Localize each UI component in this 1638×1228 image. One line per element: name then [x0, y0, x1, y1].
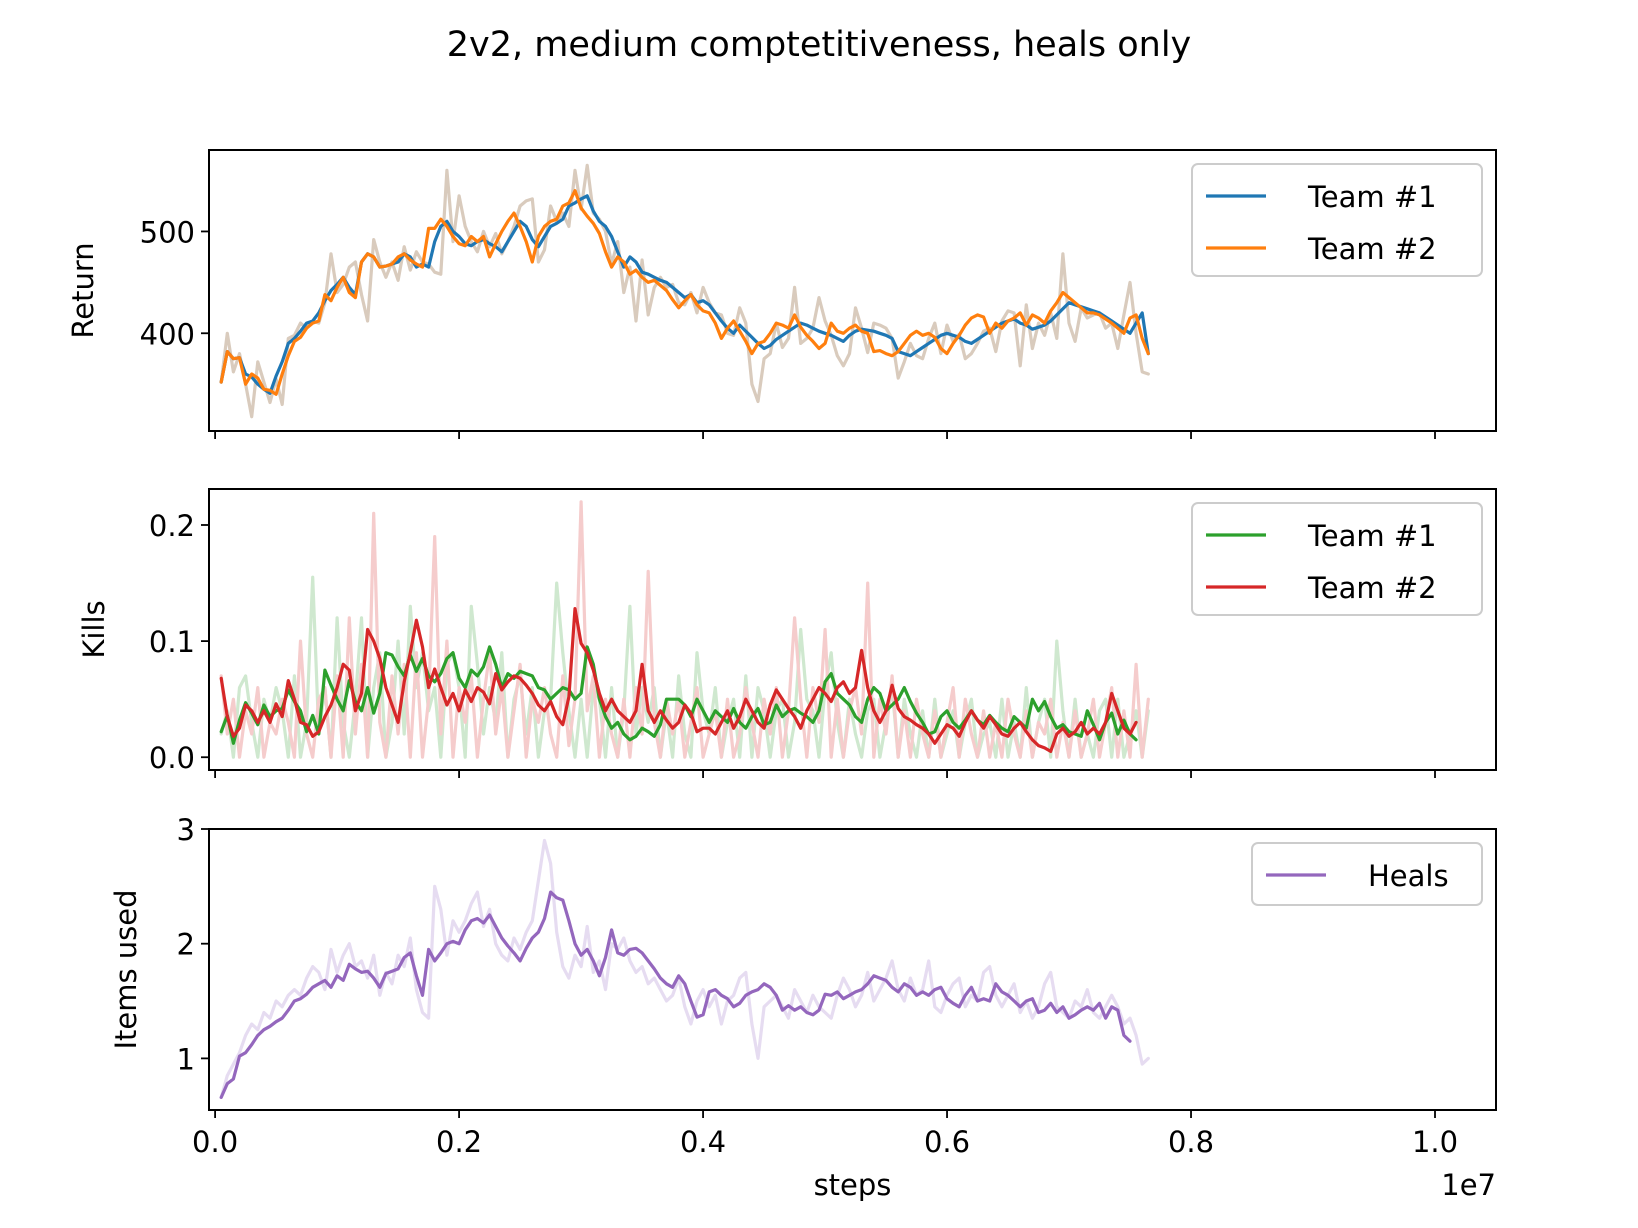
xtick-label: 0.2: [436, 1125, 482, 1159]
return-legend-label: Team #2: [1307, 232, 1437, 266]
return-plot-area: [219, 163, 1150, 419]
kills-ytick-label: 0.1: [149, 625, 195, 659]
items-legend-label: Heals: [1368, 859, 1449, 893]
kills-ylabel: Kills: [77, 600, 111, 658]
x-axis-label: steps: [814, 1168, 892, 1202]
xtick-label: 0.8: [1168, 1125, 1214, 1159]
kills-plot-area: [219, 500, 1150, 759]
kills-series-line-team-1: [219, 645, 1138, 745]
return-ytick-label: 500: [140, 215, 195, 249]
items-ytick-label: 3: [177, 813, 195, 847]
xtick-label: 0.6: [924, 1125, 970, 1159]
kills-raw-line-1: [219, 500, 1150, 759]
items-legend: Heals: [1251, 842, 1483, 906]
xtick-label: 0.0: [192, 1125, 238, 1159]
kills-ytick-label: 0.0: [149, 741, 195, 775]
return-panel: 400 500 Return Team #1 Team #2: [66, 149, 1497, 439]
xtick-label: 1.0: [1412, 1125, 1458, 1159]
items-plot-area: [219, 838, 1150, 1099]
kills-ytick-label: 0.2: [149, 509, 195, 543]
kills-legend: Team #1 Team #2: [1191, 502, 1483, 616]
return-raw-line-0: [219, 163, 1150, 419]
items-ytick-label: 2: [177, 928, 195, 962]
kills-panel: 0.0 0.1 0.2 Kills Team #1 Team #2: [77, 488, 1497, 778]
kills-axes-frame: [208, 488, 1497, 771]
items-ytick-label: 1: [177, 1042, 195, 1076]
kills-legend-label: Team #2: [1307, 571, 1437, 605]
return-ylabel: Return: [66, 242, 100, 338]
x-offset-label: 1e7: [1441, 1168, 1496, 1202]
items-panel: 1 2 3 0.0 0.2 0.4 0.6 0.8 1.0 Items used steps 1e7 H…: [109, 813, 1497, 1202]
kills-series-line-team-2: [219, 607, 1138, 753]
kills-raw-line-0: [219, 575, 1150, 759]
items-axes-frame: [208, 828, 1497, 1111]
return-legend-label: Team #1: [1307, 180, 1437, 214]
items-series-line-heals: [219, 890, 1132, 1099]
return-series-line-team-2: [219, 189, 1150, 396]
xtick-label: 0.4: [680, 1125, 726, 1159]
figure-title: 2v2, medium comptetitiveness, heals only: [447, 25, 1192, 65]
kills-legend-label: Team #1: [1307, 519, 1437, 553]
return-legend: Team #1 Team #2: [1191, 163, 1483, 277]
return-axes-frame: [208, 149, 1497, 432]
items-legend-box: [1251, 842, 1483, 906]
items-ylabel: Items used: [109, 889, 143, 1049]
return-ytick-label: 400: [140, 317, 195, 351]
